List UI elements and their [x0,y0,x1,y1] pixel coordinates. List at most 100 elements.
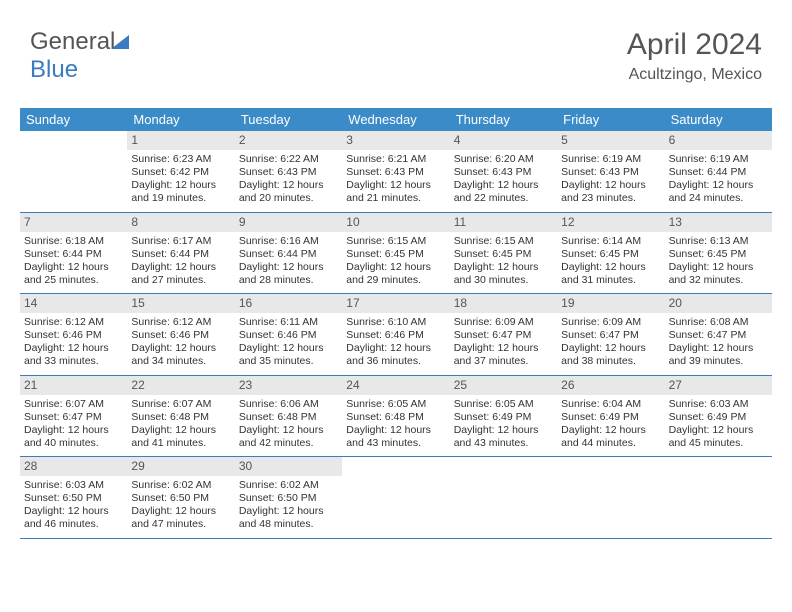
daylight-text: Daylight: 12 hours and 45 minutes. [669,424,768,450]
sunrise-text: Sunrise: 6:19 AM [561,153,660,166]
day-number: 19 [557,294,664,313]
day-number: 11 [450,213,557,232]
sunrise-text: Sunrise: 6:05 AM [454,398,553,411]
sunrise-text: Sunrise: 6:11 AM [239,316,338,329]
day-number: 1 [127,131,234,150]
daylight-text: Daylight: 12 hours and 44 minutes. [561,424,660,450]
sunset-text: Sunset: 6:45 PM [669,248,768,261]
day-number: 13 [665,213,772,232]
daylight-text: Daylight: 12 hours and 25 minutes. [24,261,123,287]
week-row: 14Sunrise: 6:12 AMSunset: 6:46 PMDayligh… [20,294,772,376]
sunset-text: Sunset: 6:43 PM [346,166,445,179]
daylight-text: Daylight: 12 hours and 32 minutes. [669,261,768,287]
day-number: 3 [342,131,449,150]
day-cell: 9Sunrise: 6:16 AMSunset: 6:44 PMDaylight… [235,213,342,294]
daylight-text: Daylight: 12 hours and 20 minutes. [239,179,338,205]
dow-cell: Monday [127,108,234,131]
location-label: Acultzingo, Mexico [627,66,762,84]
day-cell: 6Sunrise: 6:19 AMSunset: 6:44 PMDaylight… [665,131,772,212]
daylight-text: Daylight: 12 hours and 48 minutes. [239,505,338,531]
sunset-text: Sunset: 6:46 PM [346,329,445,342]
sunset-text: Sunset: 6:48 PM [346,411,445,424]
day-number: 14 [20,294,127,313]
day-cell: 12Sunrise: 6:14 AMSunset: 6:45 PMDayligh… [557,213,664,294]
day-cell: 28Sunrise: 6:03 AMSunset: 6:50 PMDayligh… [20,457,127,538]
day-number: 16 [235,294,342,313]
daylight-text: Daylight: 12 hours and 28 minutes. [239,261,338,287]
sunset-text: Sunset: 6:44 PM [131,248,230,261]
sunrise-text: Sunrise: 6:18 AM [24,235,123,248]
daylight-text: Daylight: 12 hours and 47 minutes. [131,505,230,531]
calendar: SundayMondayTuesdayWednesdayThursdayFrid… [20,108,772,539]
day-cell: 26 Sunrise: 6:04 AMSunset: 6:49 PMDayligh… [557,376,664,457]
sunrise-text: Sunrise: 6:09 AM [561,316,660,329]
sunset-text: Sunset: 6:49 PM [669,411,768,424]
days-of-week-header: SundayMondayTuesdayWednesdayThursdayFrid… [20,108,772,131]
sunset-text: Sunset: 6:50 PM [24,492,123,505]
day-number: 28 [20,457,127,476]
day-cell [557,457,664,538]
day-cell: 16 Sunrise: 6:11 AMSunset: 6:46 PMDayligh… [235,294,342,375]
sunrise-text: Sunrise: 6:17 AM [131,235,230,248]
sunset-text: Sunset: 6:43 PM [239,166,338,179]
day-number: 21 [20,376,127,395]
day-cell: 25Sunrise: 6:05 AMSunset: 6:49 PMDayligh… [450,376,557,457]
day-cell: 1Sunrise: 6:23 AMSunset: 6:42 PMDaylight… [127,131,234,212]
sunrise-text: Sunrise: 6:02 AM [131,479,230,492]
sunset-text: Sunset: 6:46 PM [131,329,230,342]
daylight-text: Daylight: 12 hours and 43 minutes. [454,424,553,450]
day-cell: 11Sunrise: 6:15 AMSunset: 6:45 PMDayligh… [450,213,557,294]
day-number: 26 [557,376,664,395]
day-cell: 24Sunrise: 6:05 AMSunset: 6:48 PMDayligh… [342,376,449,457]
daylight-text: Daylight: 12 hours and 34 minutes. [131,342,230,368]
day-cell: 10 Sunrise: 6:15 AMSunset: 6:45 PMDayligh… [342,213,449,294]
week-row: 21Sunrise: 6:07 AMSunset: 6:47 PMDayligh… [20,376,772,458]
sunset-text: Sunset: 6:45 PM [346,248,445,261]
day-number: 2 [235,131,342,150]
day-number: 23 [235,376,342,395]
sunrise-text: Sunrise: 6:04 AM [561,398,660,411]
day-cell: 14Sunrise: 6:12 AMSunset: 6:46 PMDayligh… [20,294,127,375]
daylight-text: Daylight: 12 hours and 37 minutes. [454,342,553,368]
dow-cell: Thursday [450,108,557,131]
day-number: 29 [127,457,234,476]
day-cell: 19Sunrise: 6:09 AMSunset: 6:47 PMDayligh… [557,294,664,375]
daylight-text: Daylight: 12 hours and 31 minutes. [561,261,660,287]
sunset-text: Sunset: 6:48 PM [239,411,338,424]
day-cell: 3Sunrise: 6:21 AMSunset: 6:43 PMDaylight… [342,131,449,212]
sunrise-text: Sunrise: 6:05 AM [346,398,445,411]
sunrise-text: Sunrise: 6:10 AM [346,316,445,329]
day-cell: 23Sunrise: 6:06 AMSunset: 6:48 PMDayligh… [235,376,342,457]
sunset-text: Sunset: 6:46 PM [24,329,123,342]
logo-triangle-icon [111,35,129,49]
page-title: April 2024 [627,28,762,62]
sunset-text: Sunset: 6:46 PM [239,329,338,342]
day-number: 12 [557,213,664,232]
sunrise-text: Sunrise: 6:20 AM [454,153,553,166]
dow-cell: Tuesday [235,108,342,131]
daylight-text: Daylight: 12 hours and 21 minutes. [346,179,445,205]
sunset-text: Sunset: 6:45 PM [454,248,553,261]
day-cell: 27Sunrise: 6:03 AMSunset: 6:49 PMDayligh… [665,376,772,457]
day-number: 7 [20,213,127,232]
sunset-text: Sunset: 6:49 PM [561,411,660,424]
sunrise-text: Sunrise: 6:12 AM [131,316,230,329]
daylight-text: Daylight: 12 hours and 35 minutes. [239,342,338,368]
sunset-text: Sunset: 6:47 PM [561,329,660,342]
week-row: 1Sunrise: 6:23 AMSunset: 6:42 PMDaylight… [20,131,772,213]
dow-cell: Wednesday [342,108,449,131]
day-cell [20,131,127,212]
day-number: 30 [235,457,342,476]
day-cell: 21Sunrise: 6:07 AMSunset: 6:47 PMDayligh… [20,376,127,457]
dow-cell: Saturday [665,108,772,131]
dow-cell: Sunday [20,108,127,131]
day-number: 10 [342,213,449,232]
sunrise-text: Sunrise: 6:15 AM [346,235,445,248]
sunrise-text: Sunrise: 6:13 AM [669,235,768,248]
day-number: 22 [127,376,234,395]
day-number: 9 [235,213,342,232]
day-number: 8 [127,213,234,232]
daylight-text: Daylight: 12 hours and 46 minutes. [24,505,123,531]
daylight-text: Daylight: 12 hours and 29 minutes. [346,261,445,287]
day-number: 25 [450,376,557,395]
